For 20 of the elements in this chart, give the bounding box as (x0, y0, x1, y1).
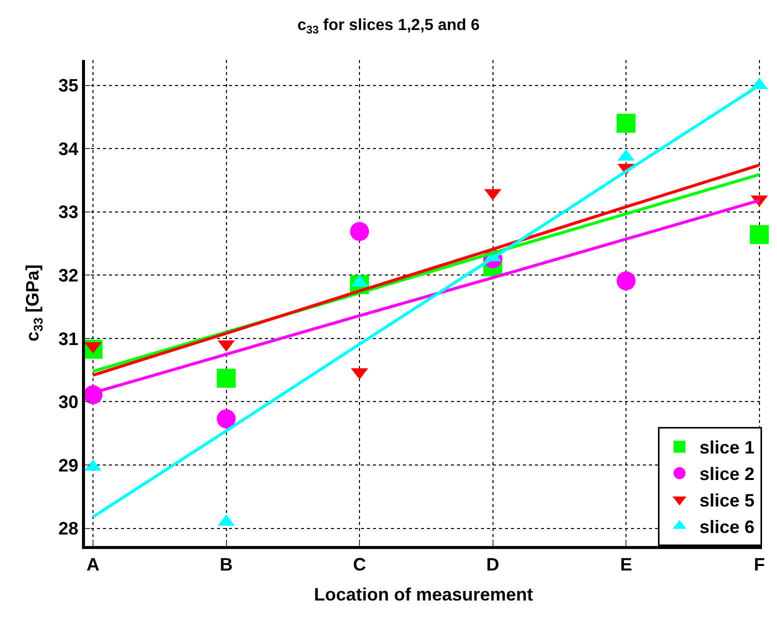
x-tick-label: E (620, 554, 632, 575)
legend-label: slice 5 (700, 490, 755, 511)
y-tick-label: 30 (58, 392, 78, 412)
legend-label: slice 1 (700, 438, 755, 458)
x-tick-label: F (754, 554, 765, 575)
chart-title: c$_{33}$ for slices 1,2,5 and 6 (297, 16, 480, 36)
x-tick-label: C (353, 554, 366, 575)
y-tick-label: 33 (58, 202, 78, 222)
legend-label: slice 2 (700, 464, 755, 484)
y-tick-label: 29 (58, 455, 78, 476)
x-tick-label: B (220, 554, 233, 575)
y-tick-label: 31 (58, 328, 78, 349)
x-tick-label: A (86, 554, 100, 575)
y-tick-label: 28 (58, 518, 78, 539)
legend-label: slice 6 (700, 516, 755, 537)
y-tick-label: 35 (58, 76, 78, 96)
y-tick-label: 34 (58, 138, 78, 159)
y-tick-label: 32 (58, 265, 78, 286)
x-axis-title: Location of measurement (314, 584, 534, 605)
x-tick-label: D (486, 554, 500, 575)
